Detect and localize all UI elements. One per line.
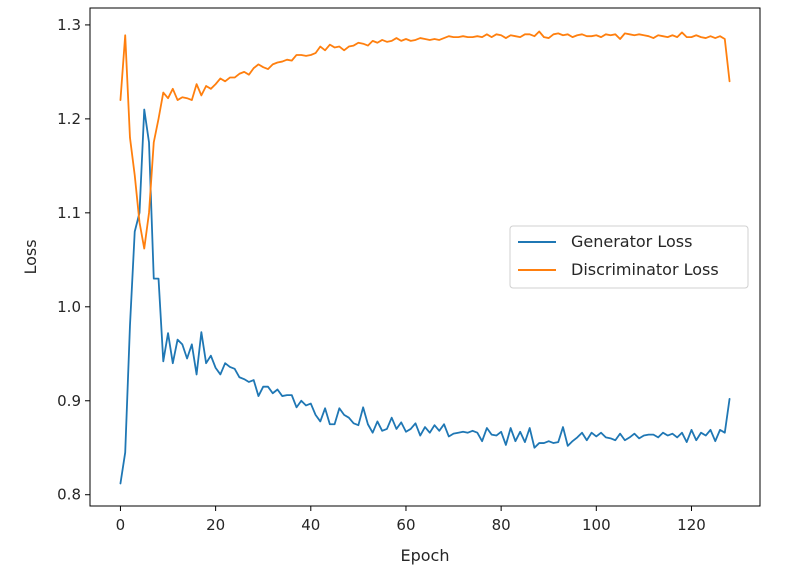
legend-box: [509, 225, 749, 289]
x-tick-label: 60: [396, 516, 415, 534]
x-axis-title: Epoch: [401, 546, 450, 565]
series-line-generator-loss: [119, 108, 731, 485]
x-tick-label: 80: [492, 516, 511, 534]
x-tick-label: 0: [116, 516, 126, 534]
y-tick-label: 1.0: [57, 298, 81, 316]
y-tick-label: 1.2: [57, 110, 81, 128]
legend: Generator Loss Discriminator Loss: [509, 225, 749, 289]
legend-label-discriminator: Discriminator Loss: [571, 260, 719, 279]
x-tick-label: 120: [677, 516, 706, 534]
y-axis-ticks: 0.8 0.9 1.0 1.1 1.2 1.3: [57, 16, 90, 504]
x-axis-ticks: 0 20 40 60 80 100 120: [116, 506, 706, 534]
y-tick-label: 0.8: [57, 486, 81, 504]
x-tick-label: 20: [206, 516, 225, 534]
y-tick-label: 1.1: [57, 204, 81, 222]
legend-label-generator: Generator Loss: [571, 232, 692, 251]
series-layer: [119, 30, 731, 485]
y-tick-label: 0.9: [57, 392, 81, 410]
x-tick-label: 100: [582, 516, 611, 534]
y-axis-title: Loss: [21, 239, 40, 274]
x-tick-label: 40: [301, 516, 320, 534]
y-tick-label: 1.3: [57, 16, 81, 34]
series-line-discriminator-loss: [119, 30, 731, 250]
